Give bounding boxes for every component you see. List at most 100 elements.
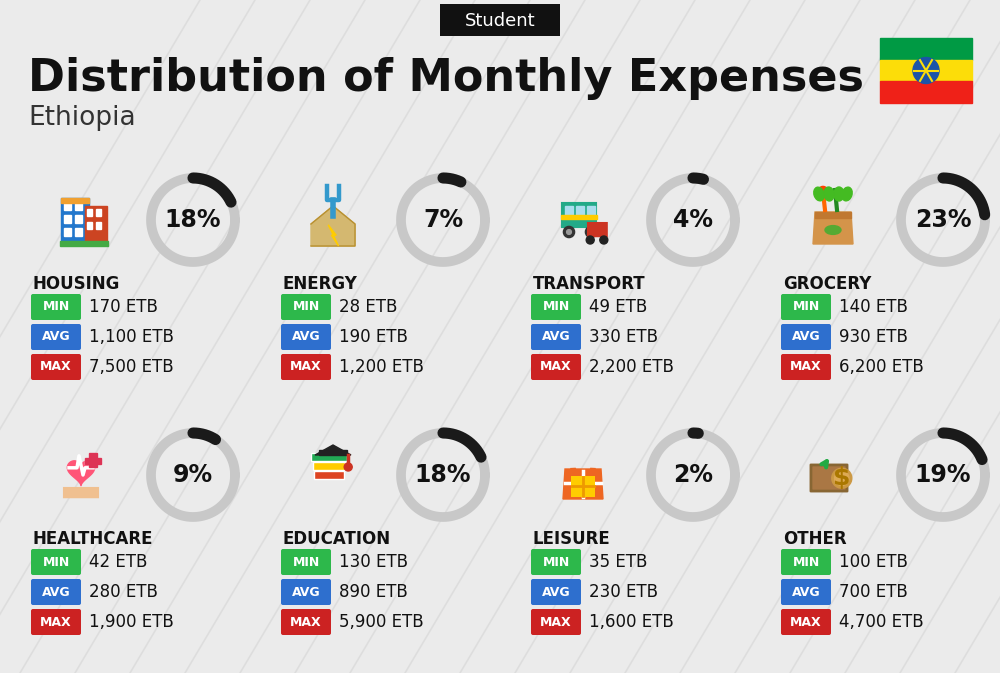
Text: AVG: AVG [542,330,570,343]
Text: MIN: MIN [42,301,70,314]
FancyBboxPatch shape [531,354,581,380]
Text: Ethiopia: Ethiopia [28,105,136,131]
Bar [576,206,584,217]
Circle shape [832,468,852,488]
Bar [85,458,101,464]
Text: AVG: AVG [292,586,320,598]
Text: MIN: MIN [542,555,570,569]
Text: AVG: AVG [542,586,570,598]
Circle shape [913,57,939,83]
Bar [61,198,89,203]
Text: 1,200 ETB: 1,200 ETB [339,358,424,376]
Text: 42 ETB: 42 ETB [89,553,147,571]
Text: 9%: 9% [173,463,213,487]
Text: MAX: MAX [790,616,822,629]
Text: HOUSING: HOUSING [33,275,120,293]
Text: 18%: 18% [415,463,471,487]
Bar [64,202,71,210]
FancyBboxPatch shape [63,487,99,498]
FancyBboxPatch shape [587,222,608,237]
Bar [89,453,97,467]
Bar [85,458,101,464]
Text: 19%: 19% [915,463,971,487]
Text: 2,200 ETB: 2,200 ETB [589,358,674,376]
FancyBboxPatch shape [531,294,581,320]
Text: 190 ETB: 190 ETB [339,328,408,346]
FancyBboxPatch shape [531,324,581,350]
Text: 230 ETB: 230 ETB [589,583,658,601]
Text: AVG: AVG [792,586,820,598]
Bar [880,38,972,60]
Bar [75,202,82,210]
Text: MAX: MAX [790,361,822,374]
FancyBboxPatch shape [281,324,331,350]
Text: 18%: 18% [165,208,221,232]
Ellipse shape [814,187,824,201]
Ellipse shape [824,187,834,201]
Text: $: $ [833,466,851,490]
Text: 890 ETB: 890 ETB [339,583,408,601]
Bar [61,198,89,242]
Polygon shape [328,225,339,246]
Circle shape [586,236,594,244]
Text: 28 ETB: 28 ETB [339,298,397,316]
Bar [96,221,101,229]
FancyBboxPatch shape [31,609,81,635]
Text: OTHER: OTHER [783,530,847,548]
Polygon shape [315,445,351,455]
Text: EDUCATION: EDUCATION [283,530,391,548]
Text: 6,200 ETB: 6,200 ETB [839,358,924,376]
Text: 7%: 7% [423,208,463,232]
Bar [96,209,101,216]
Text: 4%: 4% [673,208,713,232]
Text: 1,100 ETB: 1,100 ETB [89,328,174,346]
Text: AVG: AVG [792,330,820,343]
Text: MAX: MAX [540,616,572,629]
FancyBboxPatch shape [31,549,81,575]
Text: AVG: AVG [42,330,70,343]
Text: AVG: AVG [42,586,70,598]
Bar [815,212,851,218]
FancyBboxPatch shape [31,354,81,380]
Bar [880,81,972,103]
Text: 100 ETB: 100 ETB [839,553,908,571]
Bar [565,206,573,217]
Text: Student: Student [465,12,535,30]
Ellipse shape [834,187,844,201]
Text: MIN: MIN [792,301,820,314]
FancyBboxPatch shape [531,549,581,575]
Text: 930 ETB: 930 ETB [839,328,908,346]
FancyBboxPatch shape [440,4,560,36]
Bar [319,450,347,455]
Text: 1,900 ETB: 1,900 ETB [89,613,174,631]
Text: MAX: MAX [290,616,322,629]
FancyBboxPatch shape [31,294,81,320]
Text: MAX: MAX [40,616,72,629]
Text: 280 ETB: 280 ETB [89,583,158,601]
Text: 4,700 ETB: 4,700 ETB [839,613,924,631]
Text: 49 ETB: 49 ETB [589,298,647,316]
Text: 23%: 23% [915,208,971,232]
Text: AVG: AVG [292,330,320,343]
Text: MAX: MAX [40,361,72,374]
Polygon shape [311,206,355,246]
Text: 1,600 ETB: 1,600 ETB [589,613,674,631]
FancyBboxPatch shape [313,462,345,470]
Bar [75,227,82,236]
Polygon shape [813,212,853,244]
Bar [60,241,108,246]
Polygon shape [563,469,603,499]
FancyBboxPatch shape [781,549,831,575]
FancyBboxPatch shape [281,609,331,635]
Bar [64,227,71,236]
Circle shape [344,463,352,471]
FancyBboxPatch shape [531,579,581,605]
Text: MIN: MIN [542,301,570,314]
FancyBboxPatch shape [31,579,81,605]
Circle shape [818,186,828,196]
Circle shape [589,229,593,234]
Text: Distribution of Monthly Expenses: Distribution of Monthly Expenses [28,57,864,100]
Bar [89,453,97,467]
Text: ENERGY: ENERGY [283,275,358,293]
Text: 330 ETB: 330 ETB [589,328,658,346]
